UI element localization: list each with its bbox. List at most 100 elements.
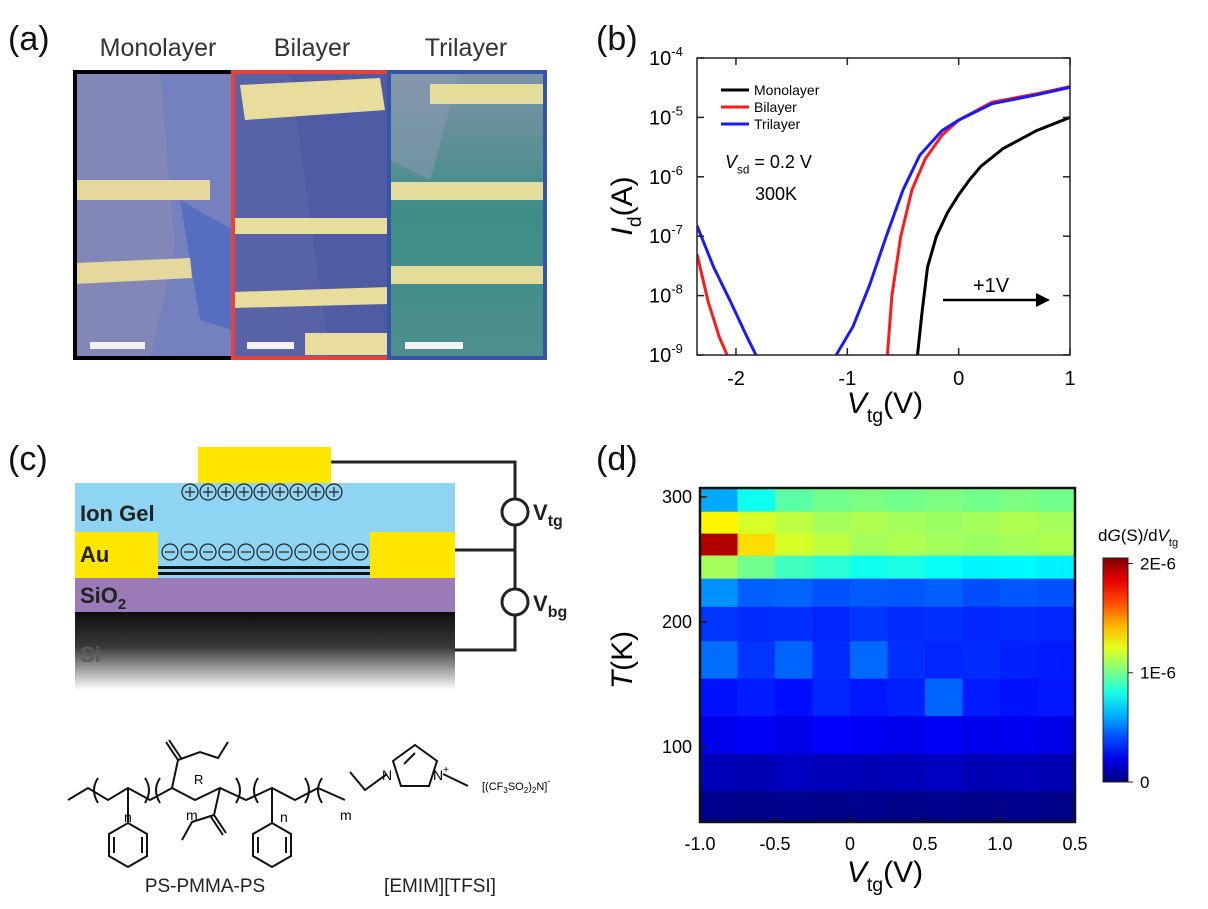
panel-label: (b)	[596, 20, 638, 58]
heatmap-cell	[963, 488, 1001, 512]
layer-label: Ion Gel	[80, 501, 155, 526]
heatmap-cell	[1038, 716, 1076, 754]
text-part: -4	[671, 44, 683, 59]
heatmap-cell	[1038, 641, 1076, 679]
page: (a) (b) (c) (d) Monolayer Bilayer Trilay…	[0, 0, 1208, 909]
colorbar-label: dG(S)/dVtg	[1098, 526, 1178, 549]
heatmap-cell	[775, 488, 813, 512]
gate-label: Vtg	[533, 500, 563, 530]
text-part: 10	[649, 226, 671, 248]
text-part: (A)	[606, 176, 639, 216]
heatmap-cell	[813, 488, 851, 512]
heatmap-cell	[963, 716, 1001, 754]
heatmap-cell	[850, 606, 888, 641]
gate-label: Vbg	[533, 591, 567, 621]
chemical-structures: n m R n m PS-PMMA-PS N N+ [(CF3SO2)2N]- …	[68, 740, 550, 897]
atom-label: N+	[433, 765, 449, 783]
text-part: (S)/d	[1121, 526, 1158, 545]
heatmap-cell	[813, 606, 851, 641]
text-part: tg	[1169, 537, 1178, 549]
sio2-layer	[75, 578, 455, 612]
text-part: G	[1107, 526, 1120, 545]
label-part: bg	[548, 604, 568, 621]
y-axis-label: T(K)	[606, 631, 639, 689]
label-part: N	[433, 767, 443, 783]
trilayer-image	[389, 72, 545, 358]
heatmap-cell	[775, 606, 813, 641]
x-axis-label: Vtg(V)	[847, 387, 923, 427]
heatmap-cell	[1038, 678, 1076, 716]
heatmap-cell	[925, 753, 963, 791]
label-part: SiO	[80, 583, 118, 608]
layer-label: Si	[80, 642, 101, 667]
x-tick-label: 0.5	[1062, 834, 1087, 854]
heatmap-cell	[1000, 641, 1038, 679]
alkyl-chain	[350, 753, 468, 790]
text-part: -7	[671, 222, 683, 237]
heatmap-cell	[1038, 791, 1076, 823]
heatmap-cell	[925, 791, 963, 823]
x-tick-label: 1.0	[987, 834, 1012, 854]
heatmap-cell	[1000, 678, 1038, 716]
heatmap-cell	[813, 641, 851, 679]
y-tick-label: 10-8	[649, 282, 683, 308]
text-part: -6	[671, 163, 683, 178]
y-tick-label: 200	[662, 612, 692, 632]
heatmap-cell	[850, 511, 888, 533]
text-part: -9	[671, 341, 683, 356]
repeat-label: m	[340, 807, 352, 823]
figure: (a) (b) (c) (d) Monolayer Bilayer Trilay…	[0, 0, 1208, 909]
heatmap-cell	[738, 753, 776, 791]
heatmap-cell	[850, 488, 888, 512]
heatmap-cell	[925, 578, 963, 607]
x-tick-label: 0.5	[912, 834, 937, 854]
heatmap-cell	[850, 641, 888, 679]
label-part: V	[533, 500, 548, 525]
heatmap-cell	[700, 555, 738, 579]
heatmap-cell	[775, 641, 813, 679]
arrow-head	[1036, 293, 1050, 307]
heatmap-cell	[925, 488, 963, 512]
heatmap-cell	[925, 716, 963, 754]
voltage-source	[502, 499, 528, 525]
heatmap-cell	[738, 533, 776, 555]
x-axis-label: Vtg(V)	[847, 856, 923, 896]
heatmap-cell	[700, 753, 738, 791]
heatmap-cell	[1000, 555, 1038, 579]
heatmap-cell	[738, 488, 776, 512]
data-line	[697, 87, 1070, 355]
heatmap-cell	[813, 716, 851, 754]
heatmap-cell	[813, 578, 851, 607]
label-part: 2	[118, 596, 126, 613]
ring-bond	[114, 837, 286, 862]
legend-label: Bilayer	[754, 99, 797, 115]
annotation: +1V	[973, 275, 1010, 297]
heatmap-cell	[775, 753, 813, 791]
legend-label: Trilayer	[754, 116, 800, 132]
heatmap-cell	[738, 555, 776, 579]
heatmap-cell	[813, 753, 851, 791]
text-part: I	[606, 227, 639, 235]
heatmap-cell	[1038, 533, 1076, 555]
x-tick-label: -0.5	[759, 834, 790, 854]
heatmap-cell	[850, 555, 888, 579]
heatmap-cell	[850, 533, 888, 555]
heatmap-cell	[738, 641, 776, 679]
y-tick-label: 10-6	[649, 163, 683, 189]
text-part: = 0.2 V	[749, 152, 812, 172]
heatmap-cell	[700, 578, 738, 607]
heatmap-cell	[925, 678, 963, 716]
monolayer-image	[75, 72, 233, 358]
heatmap-cell	[963, 533, 1001, 555]
heatmap-cell	[738, 578, 776, 607]
heatmap-cell	[775, 555, 813, 579]
label-part: +	[443, 765, 449, 776]
heatmap-cell	[700, 716, 738, 754]
au-contact	[370, 532, 455, 578]
heatmap-cell	[775, 578, 813, 607]
text-part: SO	[508, 781, 524, 793]
repeat-label: n	[124, 809, 132, 825]
heatmap-cell	[775, 511, 813, 533]
micrographs: Monolayer Bilayer Trilayer	[75, 34, 545, 358]
heatmap-cell	[1000, 533, 1038, 555]
